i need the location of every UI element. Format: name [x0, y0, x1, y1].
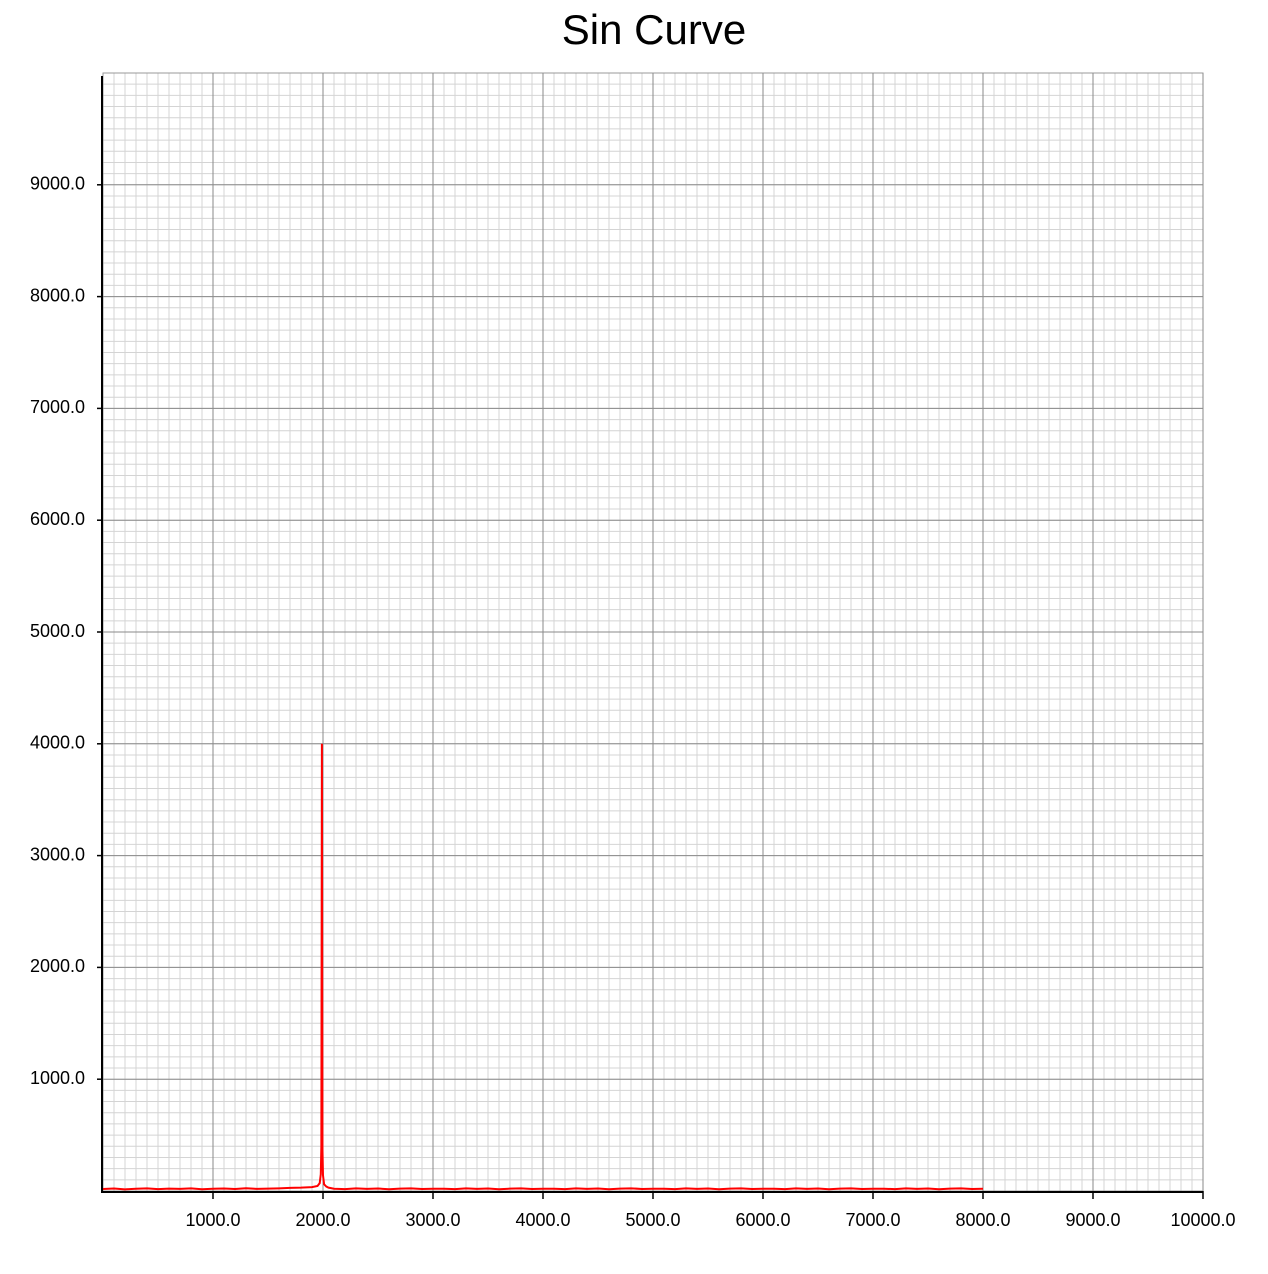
x-tick-label: 4000.0: [515, 1210, 570, 1230]
x-tick-label: 9000.0: [1065, 1210, 1120, 1230]
x-tick-label: 2000.0: [295, 1210, 350, 1230]
y-tick-label: 1000.0: [30, 1068, 85, 1088]
y-tick-label: 3000.0: [30, 844, 85, 864]
y-tick-label: 6000.0: [30, 509, 85, 529]
chart-title: Sin Curve: [562, 6, 746, 53]
x-tick-label: 8000.0: [955, 1210, 1010, 1230]
x-tick-label: 1000.0: [185, 1210, 240, 1230]
y-tick-label: 4000.0: [30, 733, 85, 753]
y-tick-label: 9000.0: [30, 174, 85, 194]
x-tick-label: 3000.0: [405, 1210, 460, 1230]
line-series: [102, 743, 984, 1191]
x-tick-label: 6000.0: [735, 1210, 790, 1230]
x-tick-label: 7000.0: [845, 1210, 900, 1230]
y-tick-label: 5000.0: [30, 621, 85, 641]
x-tick-label: 10000.0: [1170, 1210, 1235, 1230]
y-tick-label: 8000.0: [30, 285, 85, 305]
y-tick-label: 7000.0: [30, 397, 85, 417]
y-tick-label: 2000.0: [30, 956, 85, 976]
x-tick-label: 5000.0: [625, 1210, 680, 1230]
